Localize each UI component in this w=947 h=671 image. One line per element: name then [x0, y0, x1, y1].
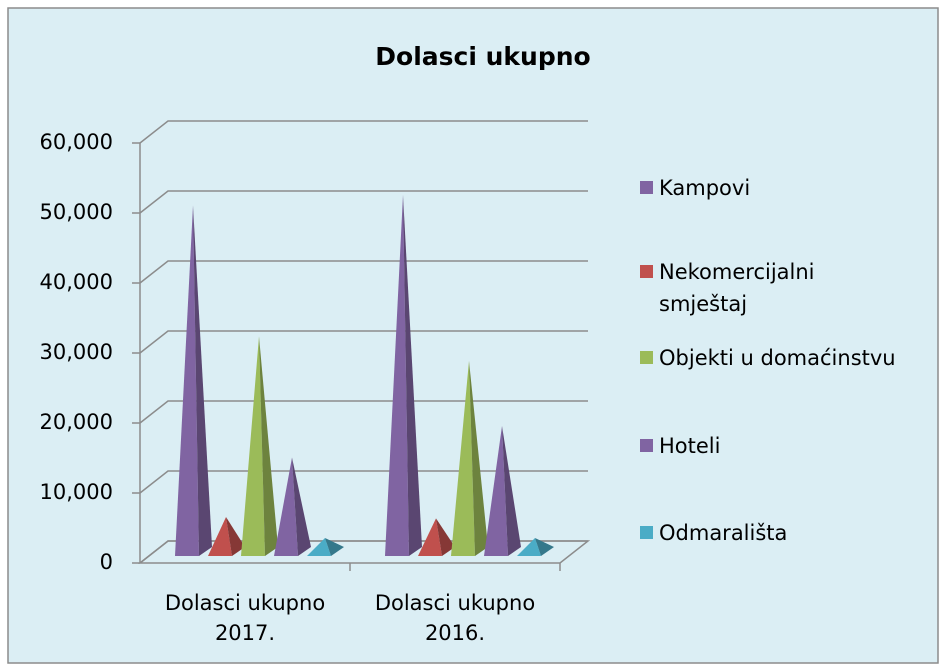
pyramid — [451, 360, 488, 556]
pyramid-side — [325, 538, 344, 556]
y-tick-label: 40,000 — [40, 270, 113, 294]
pyramid-side — [535, 538, 554, 556]
pyramid-front — [418, 518, 442, 556]
x-tick-label: Dolasci ukupno 2017. — [164, 591, 326, 645]
pyramid — [307, 538, 344, 556]
pyramid-side — [403, 195, 422, 556]
pyramid — [208, 517, 245, 556]
y-tick-label: 0 — [100, 550, 113, 574]
legend-swatch — [640, 181, 653, 194]
pyramid-side — [436, 518, 455, 556]
pyramid — [274, 457, 311, 556]
pyramid — [484, 426, 521, 556]
pyramid-front — [307, 538, 331, 556]
legend-label: Nekomercijalni smještaj — [659, 260, 815, 316]
grid-line — [139, 330, 588, 354]
grid-line — [139, 260, 588, 284]
y-tick-label: 20,000 — [40, 410, 113, 434]
legend-entry: Hoteli — [640, 430, 935, 462]
pyramid — [517, 538, 554, 556]
legend-label: Objekti u domaćinstvu — [659, 346, 896, 370]
pyramid — [175, 205, 212, 556]
y-tick-label: 60,000 — [40, 130, 113, 154]
pyramid-front — [175, 205, 199, 556]
legend-label: Kampovi — [659, 176, 751, 200]
pyramid-front — [451, 360, 475, 556]
pyramid-front — [208, 517, 232, 556]
grid-line — [139, 120, 588, 144]
chart-title: Dolasci ukupno — [375, 42, 590, 71]
legend-label: Hoteli — [659, 434, 721, 458]
chart-background — [7, 7, 939, 664]
pyramid — [385, 195, 422, 556]
y-tick-label: 30,000 — [40, 340, 113, 364]
pyramid-front — [274, 457, 298, 556]
grid-line — [139, 400, 588, 424]
legend-entry: Odmarališta — [640, 517, 935, 549]
legend-entry: Nekomercijalni smještaj — [640, 256, 935, 320]
y-tick-label: 50,000 — [40, 200, 113, 224]
legend-swatch — [640, 351, 653, 364]
pyramid-side — [292, 457, 311, 556]
legend-swatch — [640, 439, 653, 452]
pyramid-front — [484, 426, 508, 556]
legend-entry: Objekti u domaćinstvu — [640, 342, 935, 374]
pyramid-side — [502, 426, 521, 556]
pyramid — [241, 336, 278, 556]
pyramid — [418, 518, 455, 556]
y-tick-label: 10,000 — [40, 480, 113, 504]
legend-label: Odmarališta — [659, 521, 788, 545]
legend-swatch — [640, 526, 653, 539]
legend-entry: Kampovi — [640, 172, 935, 204]
legend-swatch — [640, 265, 653, 278]
grid-line — [139, 190, 588, 214]
pyramid-side — [259, 336, 278, 556]
x-tick-label: Dolasci ukupno 2016. — [374, 591, 536, 645]
pyramid-front — [517, 538, 541, 556]
pyramid-front — [241, 336, 265, 556]
pyramid-side — [469, 360, 488, 556]
pyramid-side — [226, 517, 245, 556]
pyramid-side — [193, 205, 212, 556]
grid-line — [139, 470, 588, 494]
pyramid-front — [385, 195, 409, 556]
